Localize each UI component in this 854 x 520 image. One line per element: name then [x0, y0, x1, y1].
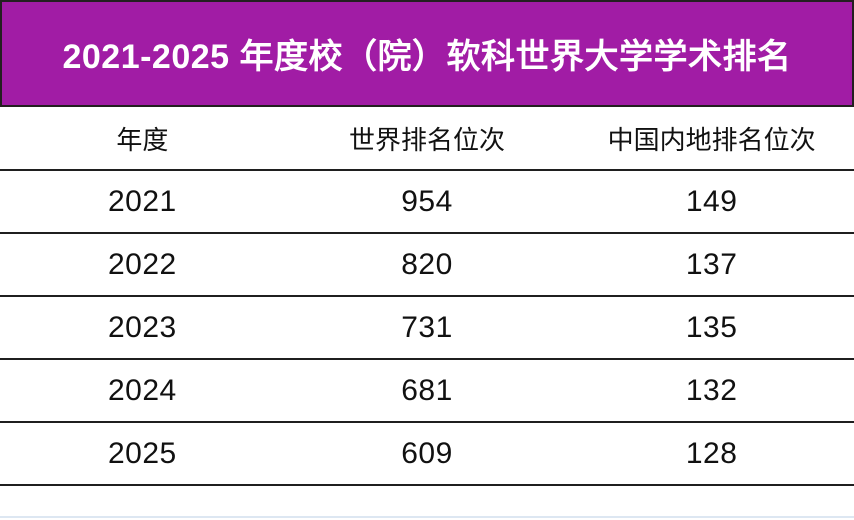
header-cell-year: 年度 [116, 124, 169, 155]
cell-world-rank: 609 [401, 436, 453, 470]
decorative-bottom-line [0, 516, 854, 518]
cell-china-rank: 135 [685, 310, 738, 344]
cell-year: 2024 [107, 373, 177, 407]
table-header-row: 年度 世界排名位次 中国内地排名位次 [0, 107, 854, 171]
table-row: 2025 609 128 [0, 423, 854, 486]
cell-world-rank: 681 [401, 373, 453, 407]
table-row: 2022 820 137 [0, 234, 854, 297]
table-row: 2021 954 149 [0, 171, 854, 234]
cell-year: 2025 [107, 436, 177, 470]
cell-china-rank: 149 [685, 184, 738, 218]
cell-china-rank: 137 [685, 247, 738, 281]
table-row: 2024 681 132 [0, 360, 854, 423]
ranking-table: 年度 世界排名位次 中国内地排名位次 2021 954 149 2022 820… [0, 107, 854, 486]
cell-year: 2023 [107, 310, 177, 344]
table-row: 2023 731 135 [0, 297, 854, 360]
cell-china-rank: 128 [685, 436, 738, 470]
page-title: 2021-2025 年度校（院）软科世界大学学术排名 [62, 38, 792, 76]
cell-world-rank: 954 [401, 184, 453, 218]
cell-year: 2022 [107, 247, 177, 281]
cell-world-rank: 820 [401, 247, 453, 281]
cell-china-rank: 132 [685, 373, 738, 407]
title-banner: 2021-2025 年度校（院）软科世界大学学术排名 [0, 0, 854, 107]
cell-year: 2021 [107, 184, 177, 218]
header-cell-china-rank: 中国内地排名位次 [607, 124, 816, 155]
header-cell-world-rank: 世界排名位次 [348, 124, 505, 155]
cell-world-rank: 731 [401, 310, 453, 344]
